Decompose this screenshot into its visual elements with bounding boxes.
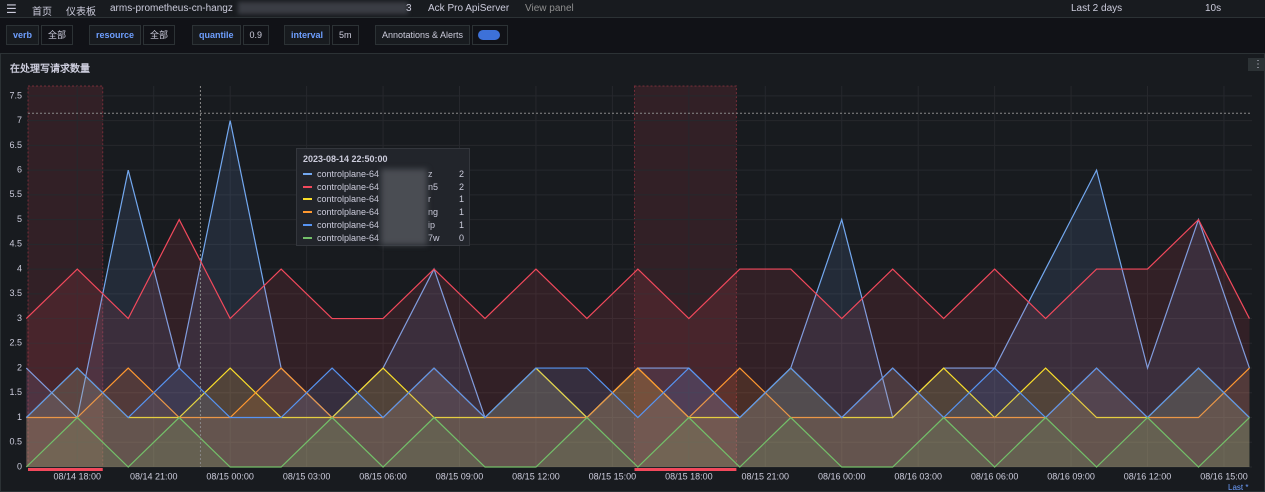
y-tick-label: 1 (17, 412, 22, 422)
tooltip-name: controlplane-64 (317, 181, 380, 192)
y-tick-label: 2.5 (9, 338, 22, 348)
y-tick-label: 7.5 (9, 90, 22, 100)
x-tick-label: 08/14 21:00 (130, 471, 178, 481)
var-label: resource (89, 25, 142, 45)
y-tick-label: 5 (17, 214, 22, 224)
tooltip-tail: r (428, 194, 431, 205)
nav-folder-tail: 3 (406, 3, 412, 14)
y-tick-label: 2 (17, 362, 22, 372)
blur (381, 169, 427, 245)
tooltip-swatch (303, 198, 312, 201)
annotation-marker (28, 468, 103, 471)
tooltip-name: controlplane-64 (317, 194, 380, 205)
var-value: 全部 (41, 25, 74, 45)
y-tick-label: 6 (17, 164, 22, 174)
series-area (26, 219, 1250, 467)
x-tick-label: 08/15 15:00 (589, 471, 637, 481)
x-tick-label: 08/15 18:00 (665, 471, 713, 481)
y-tick-label: 6.5 (9, 140, 22, 150)
var-interval[interactable]: interval 5m (284, 25, 359, 45)
var-value: 0.9 (242, 25, 270, 45)
var-label: quantile (192, 25, 241, 45)
blur (238, 2, 408, 14)
nav-folder[interactable]: arms-prometheus-cn-hangz (110, 3, 233, 14)
nav-view: View panel (525, 3, 574, 14)
tooltip-value: 2 (459, 181, 465, 192)
y-tick-label: 3 (17, 313, 22, 323)
tooltip-swatch (303, 223, 312, 226)
tooltip-tail: n5 (428, 181, 439, 192)
tooltip-name: controlplane-64 (317, 219, 380, 230)
nav-home[interactable]: 首页 (32, 7, 52, 18)
tooltip-tail: ng (428, 207, 439, 218)
var-value: 5m (332, 25, 359, 45)
tooltip-name: controlplane-64 (317, 207, 380, 218)
tooltip-value: 0 (459, 232, 465, 243)
y-tick-label: 4 (17, 263, 22, 273)
tooltip-swatch (303, 211, 312, 214)
tooltip-swatch (303, 236, 312, 239)
var-resource[interactable]: resource 全部 (89, 25, 176, 45)
var-value: 全部 (143, 25, 176, 45)
tooltip: 2023-08-14 22:50:00 controlplane-64 z 2 cont… (296, 148, 470, 246)
annotation-marker (634, 468, 737, 471)
y-tick-label: 4.5 (9, 239, 22, 249)
series-line (25, 218, 1250, 320)
annotations-toggle[interactable]: Annotations & Alerts (375, 25, 509, 45)
var-quantile[interactable]: quantile 0.9 (192, 25, 270, 45)
tooltip-name: controlplane-64 (317, 169, 380, 179)
refresh[interactable]: 10s (1205, 3, 1222, 14)
toggle-switch[interactable] (472, 25, 509, 45)
var-label: verb (6, 25, 40, 45)
time-range[interactable]: Last 2 days (1071, 3, 1123, 14)
tooltip-tail: 7w (428, 232, 440, 243)
tooltip-tail: ip (428, 219, 436, 230)
x-tick-label: 08/15 12:00 (512, 471, 560, 481)
tooltip-value: 1 (459, 194, 465, 205)
series-line (25, 416, 1250, 468)
x-tick-label: 08/16 15:00 (1200, 471, 1248, 481)
var-verb[interactable]: verb 全部 (6, 25, 74, 45)
series-area (26, 417, 1250, 467)
tooltip-swatch (303, 185, 312, 188)
y-tick-label: 3.5 (9, 288, 22, 298)
panel (0, 53, 1265, 492)
tooltip-value: 1 (459, 219, 465, 230)
x-tick-label: 08/15 00:00 (206, 471, 254, 481)
x-tick-label: 08/16 09:00 (1047, 471, 1095, 481)
y-tick-label: 5.5 (9, 189, 22, 199)
x-tick-label: 08/14 18:00 (53, 471, 101, 481)
y-tick-label: 1.5 (9, 387, 22, 397)
y-tick-label: 7 (17, 115, 22, 125)
x-tick-label: 08/16 00:00 (818, 471, 866, 481)
tooltip-value: 1 (459, 207, 465, 218)
toggle-label: Annotations & Alerts (375, 25, 471, 45)
menu-icon[interactable]: ☰ (6, 2, 17, 16)
footer-link[interactable]: Last * (1228, 483, 1249, 492)
x-tick-label: 08/16 03:00 (894, 471, 942, 481)
tooltip-swatch (303, 173, 312, 175)
panel-title: 在处理写请求数量 (10, 64, 90, 75)
tooltip-value: 2 (459, 169, 465, 179)
x-tick-label: 08/15 03:00 (283, 471, 331, 481)
y-tick-label: 0.5 (9, 437, 22, 447)
var-label: interval (284, 25, 331, 45)
tooltip-name: controlplane-64 (317, 232, 380, 243)
y-tick-label: 0 (17, 461, 22, 471)
series-area (26, 120, 1250, 468)
x-tick-label: 08/16 12:00 (1124, 471, 1172, 481)
tooltip-time: 2023-08-14 22:50:00 (303, 154, 388, 164)
nav-dashboards[interactable]: 仪表板 (66, 7, 96, 18)
panel-menu[interactable]: ⋮ (1248, 58, 1265, 71)
x-tick-label: 08/15 09:00 (436, 471, 484, 481)
x-tick-label: 08/15 21:00 (742, 471, 790, 481)
x-tick-label: 08/16 06:00 (971, 471, 1019, 481)
nav-dashboard[interactable]: Ack Pro ApiServer (428, 3, 510, 14)
x-tick-label: 08/15 06:00 (359, 471, 407, 481)
tooltip-tail: z (428, 169, 433, 179)
